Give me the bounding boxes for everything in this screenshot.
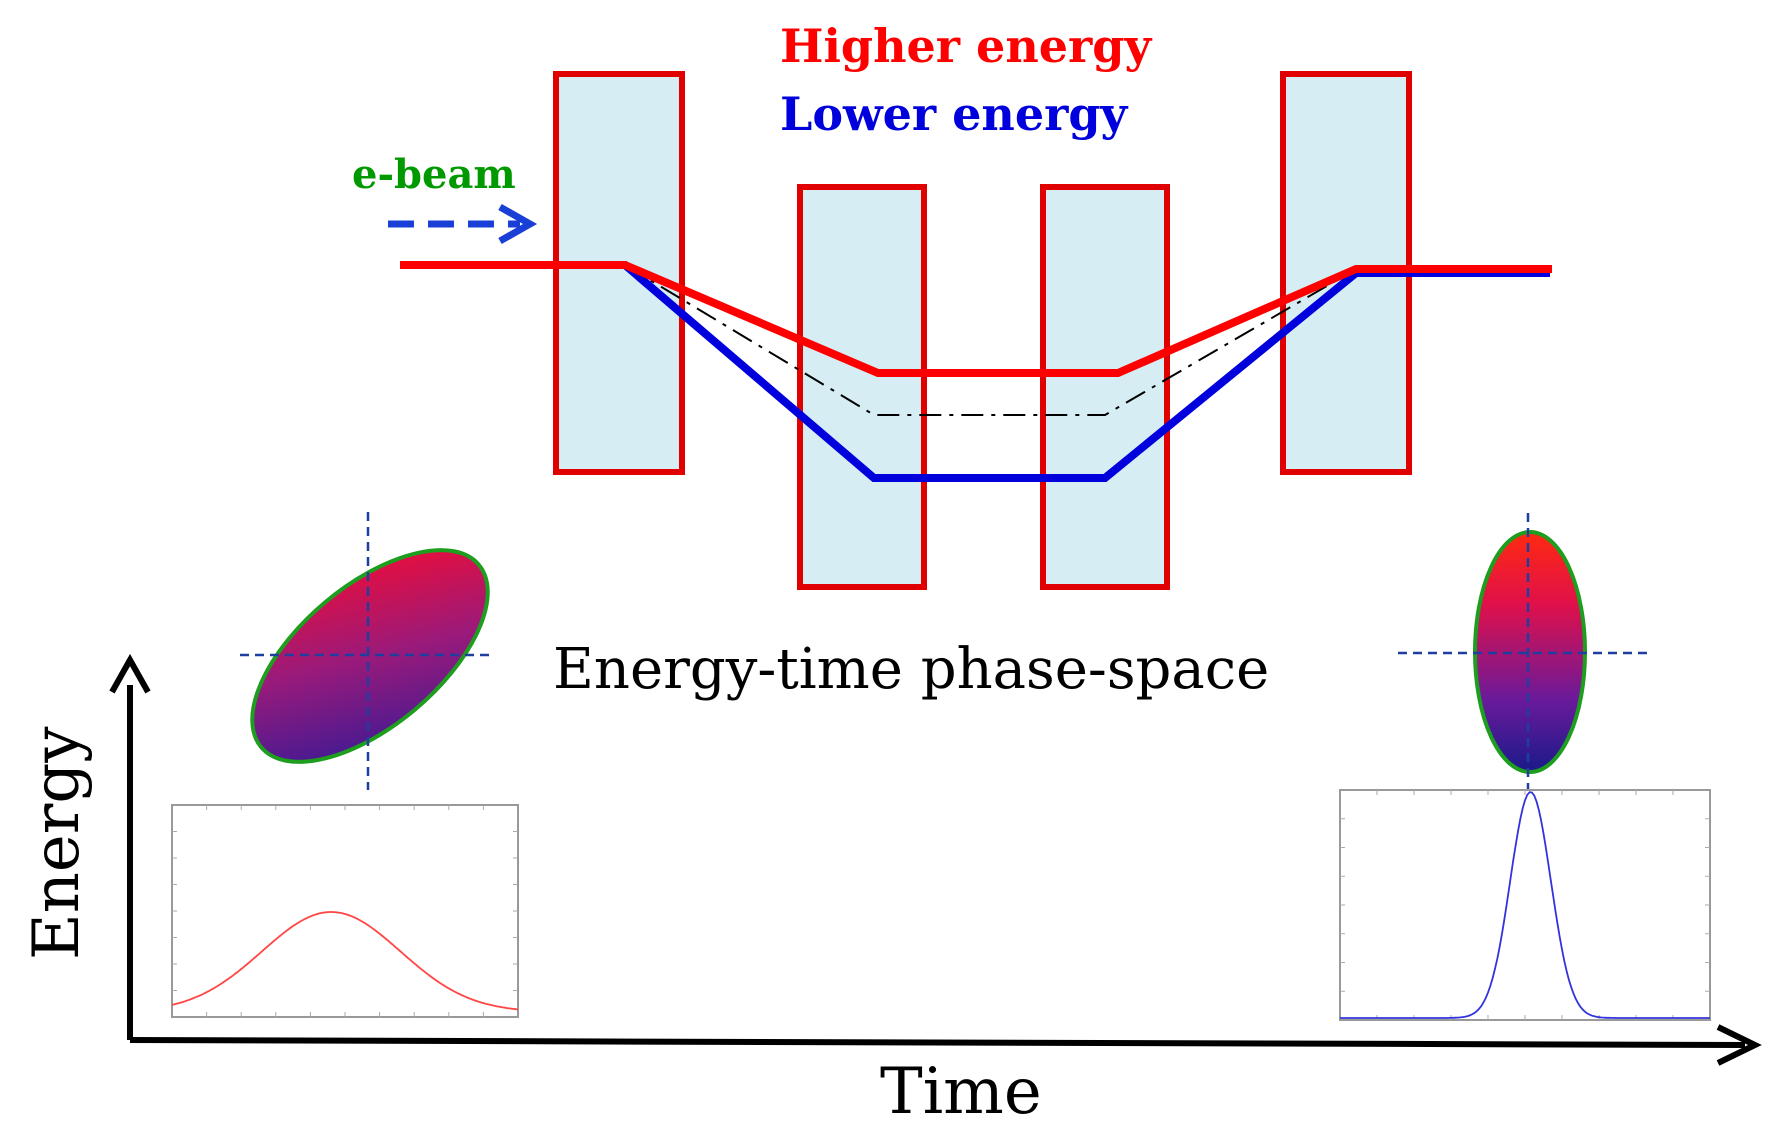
lower-energy-label: Lower energy [780, 87, 1129, 141]
initial-profile-inset [171, 804, 519, 1018]
final-profile-inset [1339, 789, 1711, 1021]
time-axis [129, 1037, 1746, 1048]
e-beam-label: e-beam [352, 151, 516, 198]
final-profile-curve [1340, 791, 1710, 1019]
phase-space-label: Energy-time phase-space [553, 637, 1269, 702]
magnet-2 [797, 184, 927, 590]
higher-energy-label: Higher energy [780, 19, 1152, 73]
time-axis-label: Time [880, 1055, 1042, 1129]
magnet-1 [553, 71, 685, 475]
energy-axis-label: Energy [20, 726, 94, 960]
e-beam-arrow [388, 203, 538, 245]
higher-energy-trajectory [400, 261, 1552, 377]
initial-profile-curve [171, 911, 519, 1011]
magnet-3 [1040, 184, 1170, 590]
reference-trajectory [624, 264, 1357, 416]
final-phase-space-ellipse [1398, 513, 1652, 790]
initial-phase-space-ellipse [240, 512, 492, 790]
